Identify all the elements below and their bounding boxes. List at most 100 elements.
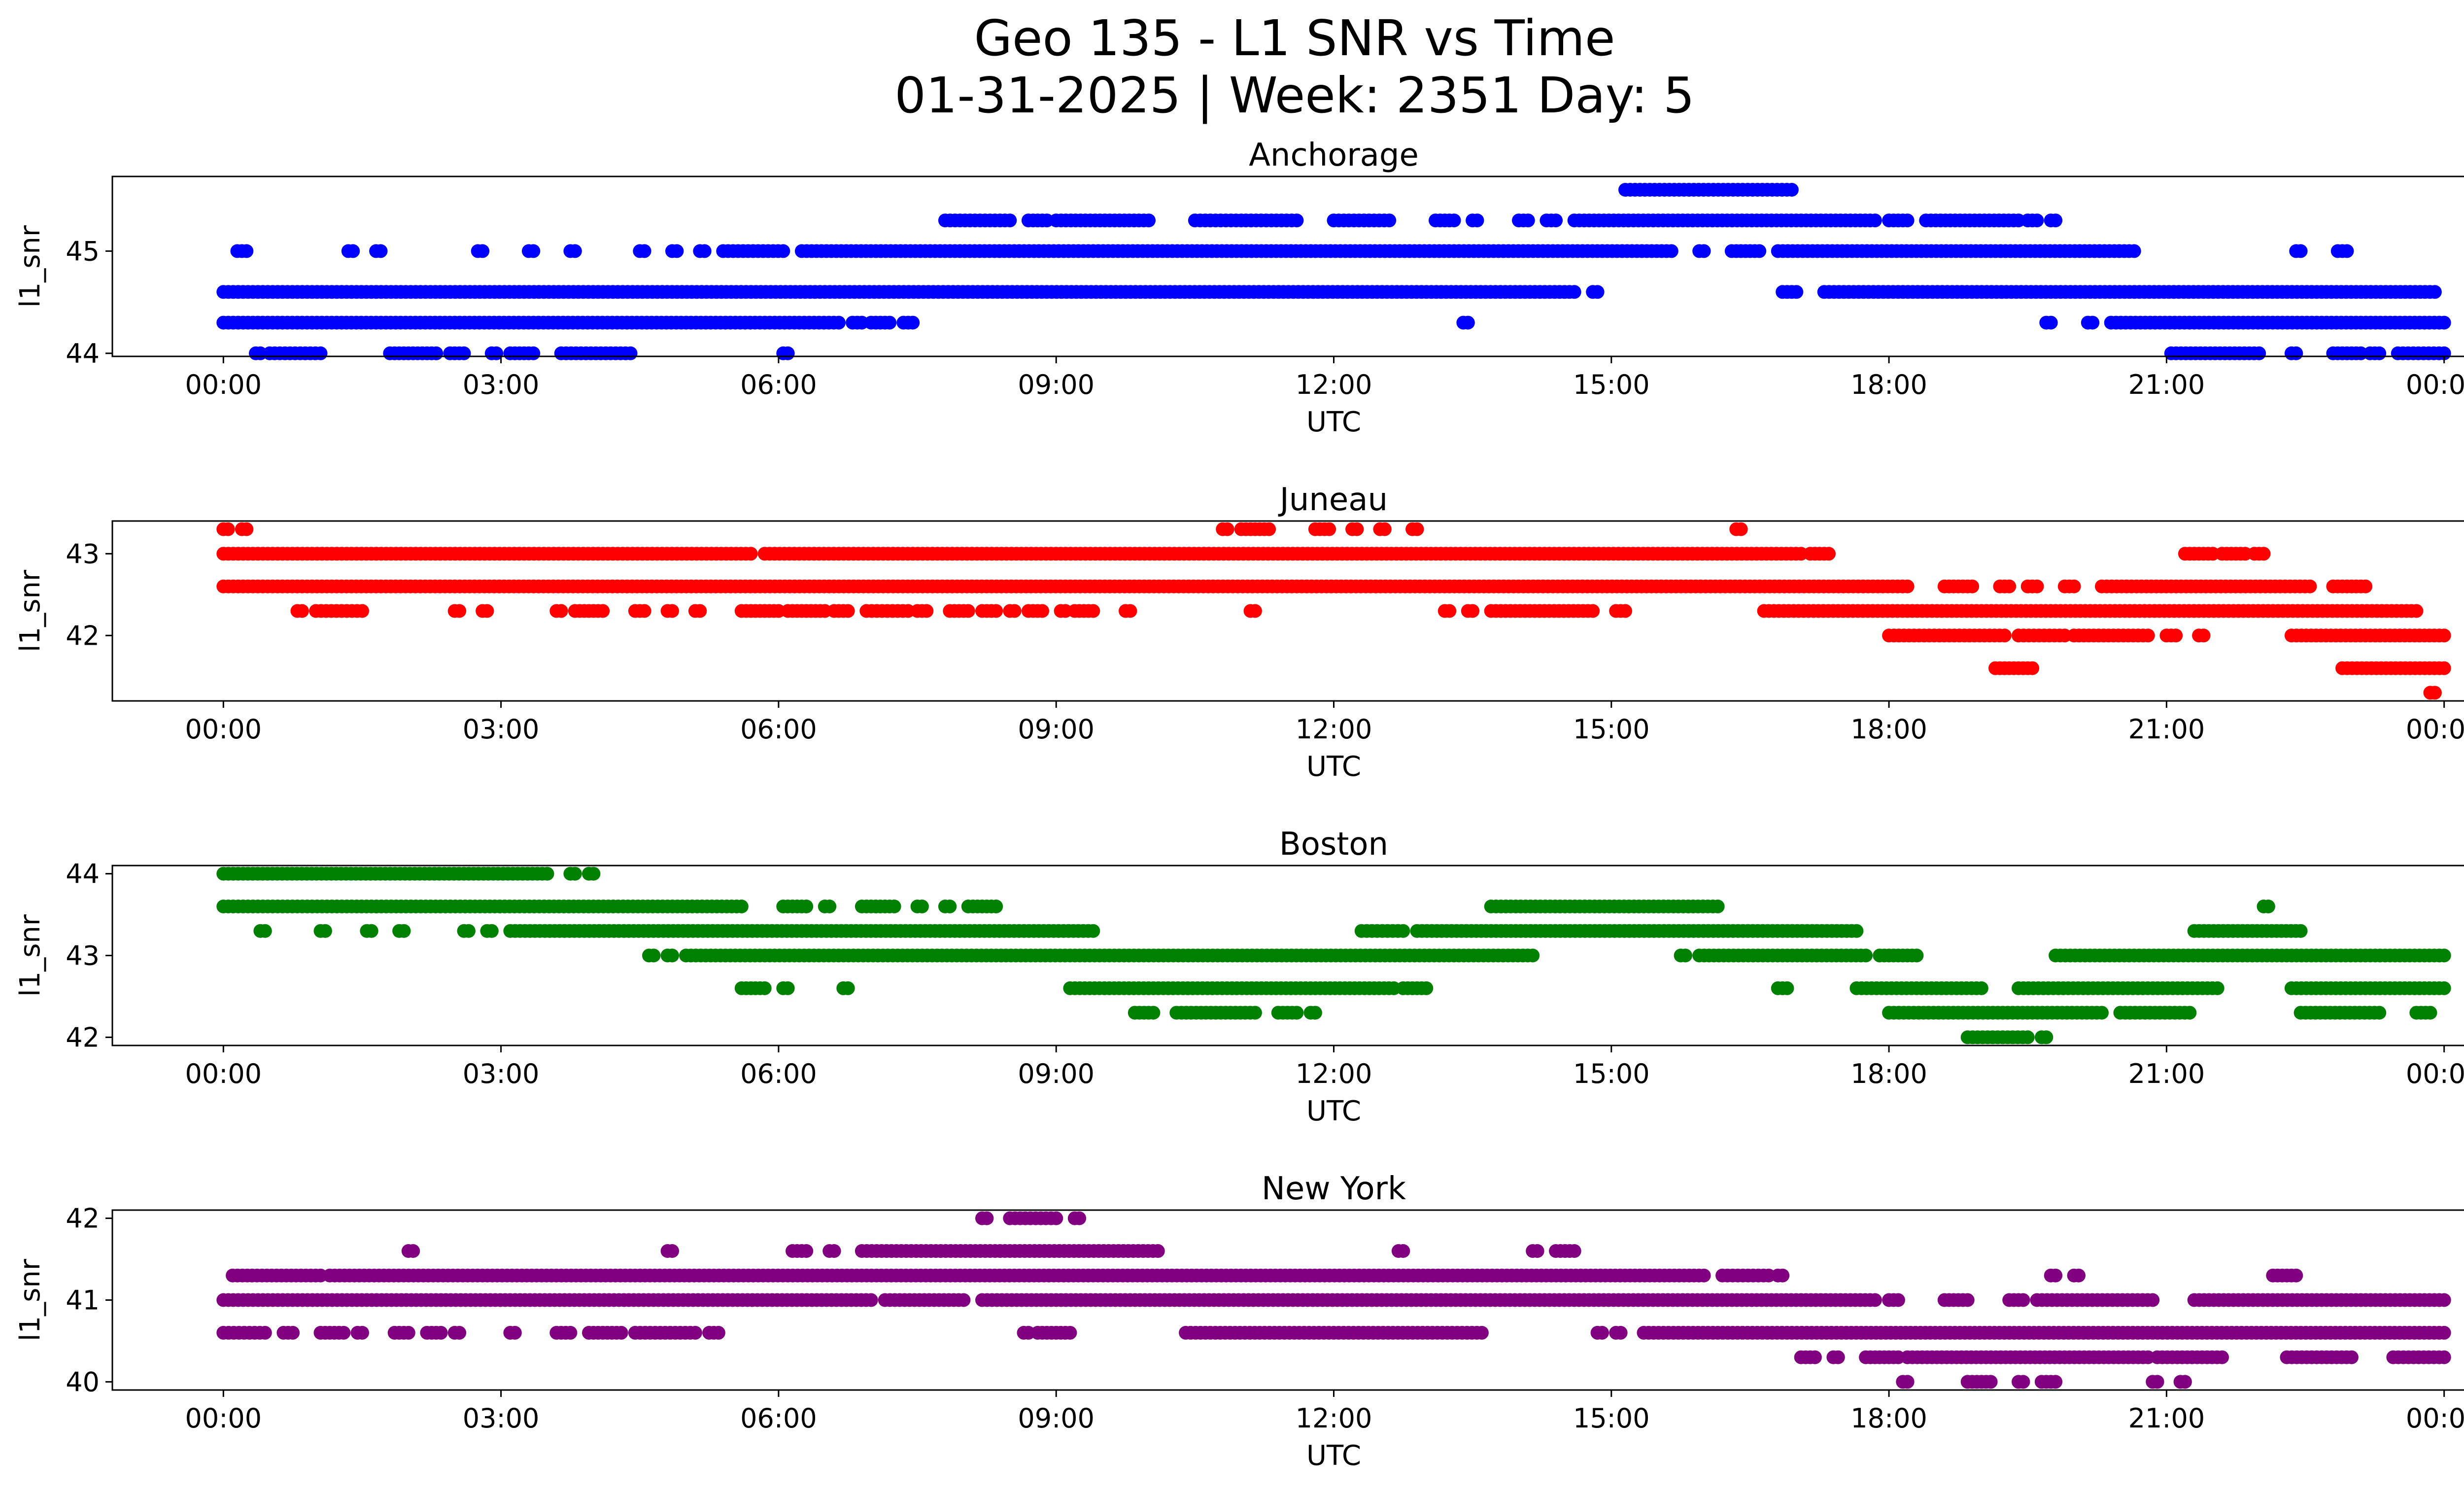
data-point (1868, 213, 1882, 228)
data-point (1146, 1006, 1161, 1020)
data-point (2423, 1006, 2437, 1020)
data-point (457, 346, 471, 360)
y-tick-label: 45 (66, 236, 100, 267)
data-point (989, 604, 1003, 618)
x-tick-label: 00:00 (2406, 369, 2464, 400)
data-point (406, 1244, 420, 1258)
data-point (452, 1325, 467, 1340)
data-point (1308, 1006, 1322, 1020)
data-point (364, 924, 378, 938)
data-point (1711, 900, 1725, 913)
data-point (2215, 1350, 2229, 1364)
data-point (484, 924, 499, 938)
data-point (887, 900, 901, 913)
x-tick-label: 15:00 (1573, 1403, 1650, 1434)
data-point (2020, 1030, 2035, 1044)
data-point (480, 604, 494, 618)
data-point (2039, 1030, 2053, 1044)
data-point (614, 1325, 628, 1340)
data-point (1595, 1325, 1609, 1340)
data-point (688, 1325, 702, 1340)
data-point (2002, 579, 2017, 593)
y-axis-label: l1_snr (14, 1258, 46, 1341)
data-point (1151, 1244, 1165, 1258)
data-point (697, 244, 712, 258)
data-point (2016, 1293, 2030, 1307)
data-point (711, 1325, 725, 1340)
data-point (832, 315, 846, 330)
data-point (799, 1244, 814, 1258)
x-tick-label: 18:00 (1850, 369, 1927, 400)
data-point (957, 1293, 971, 1307)
data-point (397, 924, 411, 938)
data-point (2437, 981, 2451, 995)
data-point (757, 981, 772, 995)
data-point (1784, 183, 1799, 197)
data-point (2409, 604, 2424, 618)
data-point (1419, 981, 1434, 995)
x-tick-label: 09:00 (1018, 1403, 1095, 1434)
x-tick-label: 00:00 (185, 369, 262, 400)
data-point (665, 948, 679, 963)
x-axis-label: UTC (1306, 1095, 1361, 1127)
data-point (508, 1325, 522, 1340)
data-point (670, 244, 684, 258)
data-point (1618, 604, 1632, 618)
x-tick-label: 15:00 (1573, 714, 1650, 745)
data-point (540, 867, 554, 881)
data-point (1382, 213, 1397, 228)
data-point (1086, 924, 1100, 938)
data-point (401, 1325, 415, 1340)
data-point (841, 604, 855, 618)
data-point (781, 346, 795, 360)
data-point (637, 604, 651, 618)
data-point (1900, 1375, 1915, 1389)
data-point (2437, 1325, 2451, 1340)
data-point (2086, 315, 2100, 330)
data-point (1521, 213, 1535, 228)
x-tick-label: 21:00 (2128, 369, 2205, 400)
data-point (1974, 981, 1988, 995)
data-point (1530, 1244, 1544, 1258)
data-point (1734, 522, 1748, 536)
data-point (318, 924, 332, 938)
data-point (744, 547, 758, 561)
y-axis-label: l1_snr (14, 569, 46, 652)
data-point (1461, 315, 1475, 330)
data-point (2289, 1268, 2303, 1283)
x-tick-label: 12:00 (1296, 1058, 1372, 1089)
data-point (1248, 604, 1262, 618)
data-point (1697, 1268, 1711, 1283)
data-point (2146, 1293, 2160, 1307)
data-point (2183, 1006, 2197, 1020)
data-point (1664, 244, 1678, 258)
data-point (568, 244, 582, 258)
data-point (2428, 285, 2442, 299)
data-point (781, 981, 795, 995)
data-point (2067, 579, 2081, 593)
data-point (355, 604, 369, 618)
data-point (1567, 1244, 1581, 1258)
data-point (2261, 900, 2275, 913)
data-point (915, 900, 929, 913)
data-point (240, 244, 254, 258)
data-point (1590, 285, 1605, 299)
data-point (2049, 1375, 2063, 1389)
data-point (2049, 1268, 2063, 1283)
data-point (1567, 285, 1581, 299)
data-point (526, 244, 541, 258)
data-point (637, 244, 651, 258)
x-tick-label: 21:00 (2128, 1058, 2205, 1089)
data-point (943, 900, 957, 913)
data-point (1549, 213, 1563, 228)
data-point (568, 867, 582, 881)
data-point (526, 346, 541, 360)
data-point (1697, 244, 1711, 258)
data-point (2049, 213, 2063, 228)
data-point (2141, 628, 2155, 643)
data-point (1003, 213, 1017, 228)
data-point (1142, 213, 1156, 228)
data-point (1290, 213, 1304, 228)
